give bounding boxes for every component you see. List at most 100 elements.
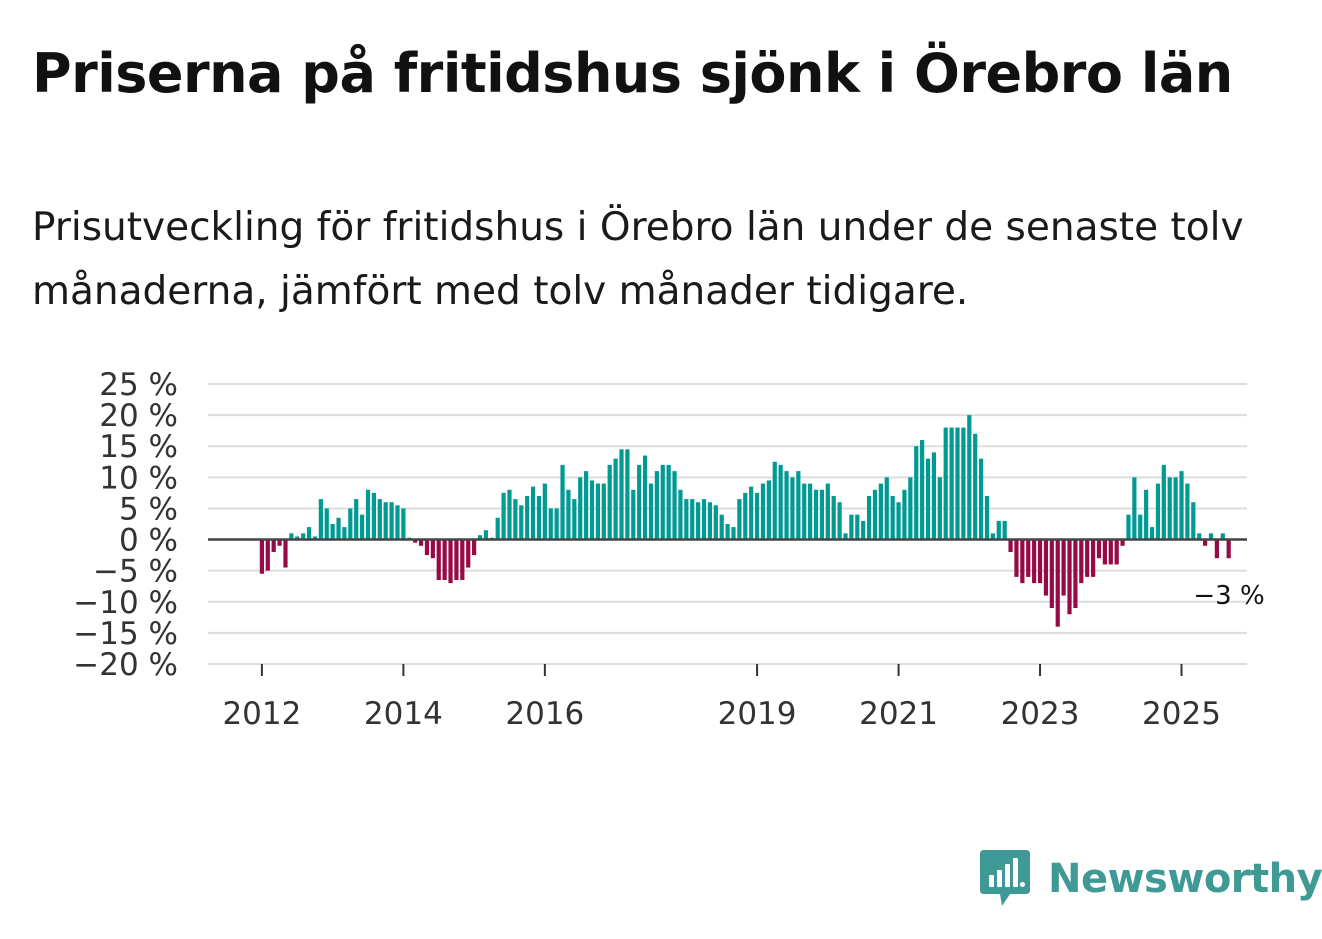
bar	[1197, 533, 1202, 540]
bar	[772, 461, 777, 540]
bar	[996, 520, 1001, 540]
bar	[1202, 539, 1208, 546]
y-tick-label: 0 %	[119, 523, 178, 559]
bar	[749, 486, 754, 540]
bar	[931, 452, 937, 540]
bar	[1208, 533, 1214, 540]
bar	[1132, 477, 1137, 540]
bar	[436, 539, 441, 580]
bar	[619, 449, 624, 540]
bar	[678, 489, 683, 540]
bar	[949, 427, 954, 540]
bar	[566, 489, 571, 540]
bar	[312, 536, 318, 540]
bar	[961, 427, 966, 540]
bar	[301, 533, 306, 540]
newsworthy-logo-icon	[980, 850, 1030, 906]
bar	[743, 492, 748, 540]
bar	[1043, 539, 1049, 596]
bar	[318, 499, 323, 540]
bar	[1226, 539, 1231, 559]
bar	[737, 499, 742, 540]
bar	[819, 489, 825, 540]
bar	[1120, 539, 1125, 546]
bar	[790, 477, 795, 540]
bar	[754, 492, 760, 540]
bar	[731, 527, 736, 540]
bar	[1032, 539, 1037, 584]
bar	[925, 458, 931, 540]
bar	[306, 527, 312, 540]
bar	[631, 489, 636, 540]
x-tick-label: 2016	[505, 696, 584, 732]
bar	[843, 533, 848, 540]
x-axis-ticks: 2012 2014 2016 2019 2021 2023 2025	[222, 664, 1221, 732]
bar	[1090, 539, 1096, 577]
bar	[519, 505, 524, 540]
bar	[336, 517, 341, 540]
bar	[472, 539, 477, 556]
bar	[849, 514, 854, 540]
bar	[914, 446, 919, 540]
bar	[525, 496, 530, 540]
bar	[1102, 539, 1107, 565]
y-tick-label: 25 %	[99, 367, 178, 403]
chart-title: Priserna på fritidshus sjönk i Örebro lä…	[32, 42, 1233, 105]
bar	[837, 502, 842, 540]
bar	[725, 524, 730, 540]
bar	[855, 514, 860, 540]
bar	[1191, 502, 1196, 540]
bar-chart: 25 %20 %15 %10 %5 %0 %−5 %−10 %−15 %−20 …	[73, 367, 1264, 732]
bar	[1049, 539, 1054, 608]
bar	[1085, 539, 1090, 577]
bar	[360, 514, 365, 540]
bar	[377, 499, 382, 540]
bar	[808, 483, 813, 540]
bar	[943, 427, 948, 540]
bar	[637, 464, 642, 540]
bar	[1008, 539, 1013, 552]
bar	[696, 502, 701, 540]
bar	[684, 499, 689, 540]
bar	[495, 517, 500, 540]
bar	[1055, 539, 1060, 627]
bar	[701, 499, 707, 540]
bar	[1214, 539, 1219, 559]
bar	[365, 489, 371, 540]
y-tick-label: −20 %	[73, 647, 178, 683]
bar	[483, 530, 488, 540]
bar	[825, 483, 830, 540]
y-axis-ticks: 25 %20 %15 %10 %5 %0 %−5 %−10 %−15 %−20 …	[73, 367, 178, 683]
bar	[454, 539, 459, 580]
newsworthy-logo: Newsworthy	[980, 850, 1322, 908]
bar	[501, 492, 506, 540]
bar	[613, 458, 618, 540]
bar	[984, 496, 990, 540]
bar-series	[259, 415, 1231, 627]
bar	[973, 433, 978, 540]
bar	[324, 508, 329, 540]
bar	[1014, 539, 1019, 577]
y-tick-label: −10 %	[73, 585, 178, 621]
bar	[601, 483, 606, 540]
y-tick-label: −5 %	[93, 554, 178, 590]
x-tick-label: 2023	[1001, 696, 1080, 732]
bar	[348, 508, 353, 540]
bar	[802, 483, 807, 540]
bar	[401, 508, 406, 540]
bar	[707, 502, 713, 540]
bar	[589, 480, 595, 540]
bar	[1020, 539, 1025, 584]
bar	[448, 539, 453, 584]
annotation-group: −3 %	[1193, 581, 1264, 611]
bar	[289, 533, 294, 540]
bar	[861, 520, 866, 540]
bar	[648, 483, 654, 540]
bar	[430, 539, 435, 559]
x-tick-label: 2025	[1142, 696, 1221, 732]
bar	[389, 502, 394, 540]
bar	[660, 464, 665, 540]
bar	[572, 499, 577, 540]
bar	[778, 464, 783, 540]
bar	[530, 486, 536, 540]
